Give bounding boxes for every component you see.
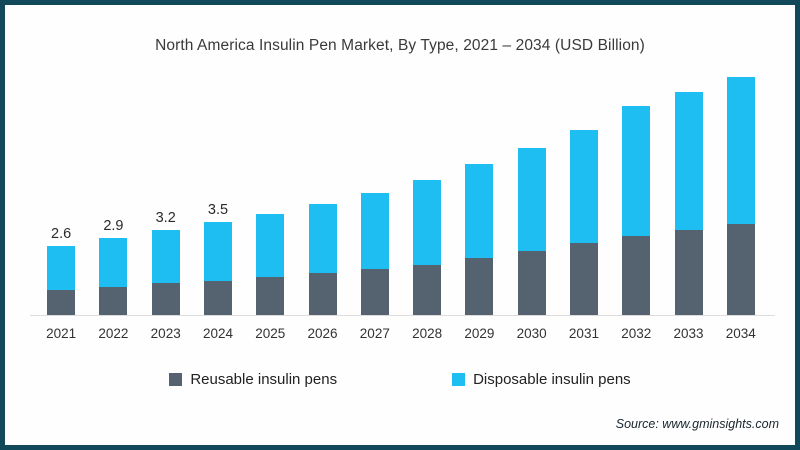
bar-segment-disposable: [517, 148, 546, 252]
bar-segment-disposable: [674, 92, 703, 231]
bar-segment-reusable: [413, 264, 442, 315]
bar-segment-reusable: [99, 287, 128, 315]
x-axis-label: 2029: [464, 326, 495, 341]
bar-stack: [99, 238, 128, 315]
bar-segment-disposable: [569, 129, 598, 244]
bar-stack: [151, 230, 180, 315]
legend-label-disposable: Disposable insulin pens: [473, 371, 631, 388]
bar-stack: [622, 105, 651, 315]
bar-column: 2.9: [87, 60, 139, 315]
x-axis-label: 2030: [516, 326, 547, 341]
bar-segment-reusable: [517, 251, 546, 315]
bar-stack: [360, 193, 389, 315]
bar-column: [558, 60, 610, 315]
x-axis-line: [30, 315, 775, 316]
bar-segment-reusable: [256, 276, 285, 315]
bar-column: [662, 60, 714, 315]
bar-segment-reusable: [308, 272, 337, 315]
bar-column: [401, 60, 453, 315]
bar-segment-disposable: [360, 193, 389, 269]
legend-item-reusable: Reusable insulin pens: [169, 371, 337, 388]
bar-segment-disposable: [256, 214, 285, 277]
bar-segment-disposable: [726, 76, 755, 224]
legend-item-disposable: Disposable insulin pens: [452, 371, 631, 388]
x-axis-label: 2021: [46, 326, 77, 341]
bar-value-label: 3.2: [155, 209, 176, 226]
bar-value-label: 2.6: [51, 225, 72, 242]
bar-segment-disposable: [99, 238, 128, 288]
bar-segment-reusable: [674, 230, 703, 315]
bar-segment-reusable: [203, 280, 232, 315]
x-axis-label: 2025: [255, 326, 286, 341]
x-axis-label: 2022: [98, 326, 129, 341]
x-axis-label: 2031: [568, 326, 599, 341]
bar-stack: [517, 148, 546, 315]
bar-stack: [569, 129, 598, 315]
bar-column: 2.6: [35, 60, 87, 315]
x-axis-labels: 2021 2022 2023 2024 2025 2026 2027 2028 2029 2030…: [35, 326, 767, 341]
bar-segment-reusable: [622, 235, 651, 315]
bar-segment-disposable: [622, 105, 651, 236]
bar-value-label: 2.9: [103, 217, 124, 234]
legend-label-reusable: Reusable insulin pens: [190, 371, 338, 388]
bar-stack: [203, 222, 232, 315]
reusable-swatch-icon: [169, 373, 183, 386]
bar-segment-disposable: [203, 222, 232, 281]
bar-stack: [726, 76, 755, 315]
bar-stack: [674, 92, 703, 315]
bar-segment-disposable: [465, 163, 494, 258]
bar-column: [244, 60, 296, 315]
bar-column: [296, 60, 348, 315]
x-axis-label: 2033: [673, 326, 704, 341]
bar-stack: [465, 163, 494, 315]
bar-segment-reusable: [726, 223, 755, 315]
bar-column: [715, 60, 767, 315]
bar-stack: [308, 203, 337, 315]
bar-segment-disposable: [47, 246, 76, 290]
bar-stack: [256, 214, 285, 315]
chart-title: North America Insulin Pen Market, By Typ…: [155, 37, 645, 54]
bar-column: 3.5: [192, 60, 244, 315]
bar-column: [453, 60, 505, 315]
source-note: Source: www.gminsights.com: [615, 417, 779, 431]
x-axis-label: 2027: [359, 326, 390, 341]
x-axis-label: 2024: [202, 326, 233, 341]
x-axis-label: 2028: [412, 326, 443, 341]
bar-column: [349, 60, 401, 315]
bar-stack: [47, 246, 76, 315]
bar-value-label: 3.5: [207, 201, 229, 218]
bar-column: [506, 60, 558, 315]
disposable-swatch-icon: [452, 373, 466, 386]
bar-segment-disposable: [308, 203, 337, 273]
bar-segment-reusable: [47, 289, 76, 315]
bar-segment-disposable: [151, 230, 180, 284]
bar-segment-disposable: [413, 179, 442, 265]
bar-column: [610, 60, 662, 315]
x-axis-label: 2032: [621, 326, 652, 341]
bar-column: 3.2: [140, 60, 192, 315]
bar-stack: [413, 179, 442, 315]
bar-segment-reusable: [151, 283, 180, 315]
x-axis-label: 2023: [150, 326, 181, 341]
bar-segment-reusable: [465, 258, 494, 315]
bar-segment-reusable: [360, 268, 389, 315]
legend: Reusable insulin pens Disposable insulin…: [5, 371, 795, 388]
bar-segment-reusable: [569, 243, 598, 315]
x-axis-label: 2034: [725, 326, 756, 341]
x-axis-label: 2026: [307, 326, 338, 341]
plot-area: 2.6 2.9 3.2 3.5: [35, 60, 767, 315]
